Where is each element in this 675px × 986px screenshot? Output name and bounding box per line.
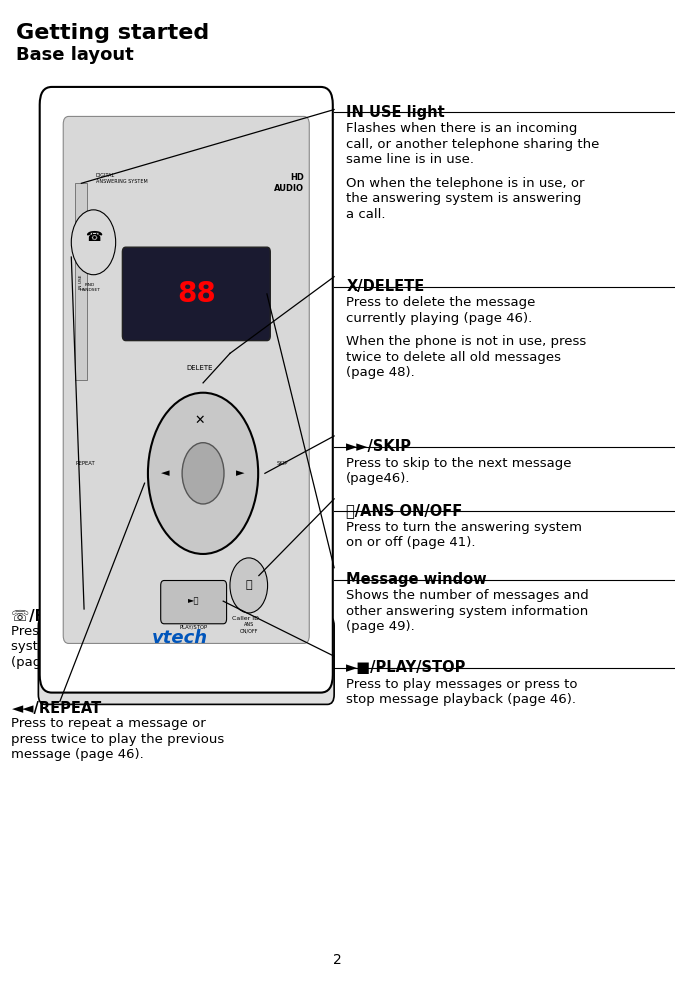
FancyBboxPatch shape (161, 581, 227, 624)
Circle shape (230, 558, 267, 613)
Text: a call.: a call. (346, 208, 385, 221)
Text: call, or another telephone sharing the: call, or another telephone sharing the (346, 138, 599, 151)
Circle shape (72, 210, 115, 275)
Text: HD
AUDIO: HD AUDIO (274, 174, 304, 193)
Text: (page 19).: (page 19). (11, 656, 80, 669)
Text: (page46).: (page46). (346, 472, 411, 485)
Circle shape (148, 392, 258, 554)
Text: ⏻: ⏻ (246, 581, 252, 591)
Text: Getting started: Getting started (16, 23, 209, 43)
Text: same line is in use.: same line is in use. (346, 154, 475, 167)
Text: X/DELETE: X/DELETE (346, 279, 425, 294)
FancyBboxPatch shape (122, 247, 270, 340)
Text: FIND
HANDSET: FIND HANDSET (80, 283, 101, 292)
Text: (page 49).: (page 49). (346, 620, 415, 633)
Text: currently playing (page 46).: currently playing (page 46). (346, 312, 533, 325)
Text: vtech: vtech (151, 629, 208, 648)
Text: message (page 46).: message (page 46). (11, 748, 144, 761)
Text: system handsets: system handsets (11, 640, 125, 654)
Text: Press to delete the message: Press to delete the message (346, 297, 536, 310)
Text: 88: 88 (177, 280, 216, 308)
Text: ►: ► (236, 468, 245, 478)
FancyBboxPatch shape (63, 116, 309, 644)
Text: Message window: Message window (346, 572, 487, 587)
Text: the answering system is answering: the answering system is answering (346, 192, 582, 205)
Text: 2: 2 (333, 952, 342, 967)
Text: ☎: ☎ (85, 231, 102, 245)
Text: Press to play messages or press to: Press to play messages or press to (346, 677, 578, 691)
Text: Caller ID: Caller ID (232, 616, 259, 621)
Text: ◄◄/REPEAT: ◄◄/REPEAT (11, 701, 102, 717)
Text: twice to delete all old messages: twice to delete all old messages (346, 351, 561, 364)
Text: ►►/SKIP: ►►/SKIP (346, 439, 412, 454)
Text: (page 48).: (page 48). (346, 366, 415, 380)
Text: stop message playback (page 46).: stop message playback (page 46). (346, 693, 576, 706)
Text: press twice to play the previous: press twice to play the previous (11, 733, 225, 745)
Text: SKIP: SKIP (277, 461, 288, 466)
FancyBboxPatch shape (38, 616, 334, 704)
Text: Shows the number of messages and: Shows the number of messages and (346, 590, 589, 602)
Text: ►■/PLAY/STOP: ►■/PLAY/STOP (346, 661, 466, 675)
Text: other answering system information: other answering system information (346, 604, 589, 618)
Text: Press to repeat a message or: Press to repeat a message or (11, 717, 207, 731)
Text: IN USE light: IN USE light (346, 105, 445, 119)
Text: DELETE: DELETE (186, 365, 213, 371)
Text: DIGITAL
ANSWERING SYSTEM: DIGITAL ANSWERING SYSTEM (95, 174, 147, 184)
FancyBboxPatch shape (40, 87, 333, 692)
Text: ANS
ON/OFF: ANS ON/OFF (240, 622, 258, 633)
Circle shape (182, 443, 224, 504)
Text: When the phone is not in use, press: When the phone is not in use, press (346, 335, 587, 348)
Text: REPEAT: REPEAT (76, 461, 95, 466)
Text: Flashes when there is an incoming: Flashes when there is an incoming (346, 122, 578, 135)
Text: IN USE: IN USE (80, 274, 84, 289)
Text: Press to skip to the next message: Press to skip to the next message (346, 457, 572, 469)
Text: on or off (page 41).: on or off (page 41). (346, 536, 476, 549)
Text: Press to turn the answering system: Press to turn the answering system (346, 521, 583, 533)
Text: ✕: ✕ (194, 414, 205, 427)
Text: On when the telephone is in use, or: On when the telephone is in use, or (346, 176, 585, 189)
Text: ⏻/ANS ON/OFF: ⏻/ANS ON/OFF (346, 503, 462, 518)
Bar (76, 183, 88, 380)
Text: Press to page all: Press to page all (11, 625, 122, 638)
Text: PLAY/STOP: PLAY/STOP (180, 624, 208, 629)
Text: ►⏹: ►⏹ (188, 597, 199, 605)
Text: ☏/FIND HANDSET: ☏/FIND HANDSET (11, 609, 159, 624)
Text: ◄: ◄ (161, 468, 170, 478)
Text: Base layout: Base layout (16, 45, 134, 64)
